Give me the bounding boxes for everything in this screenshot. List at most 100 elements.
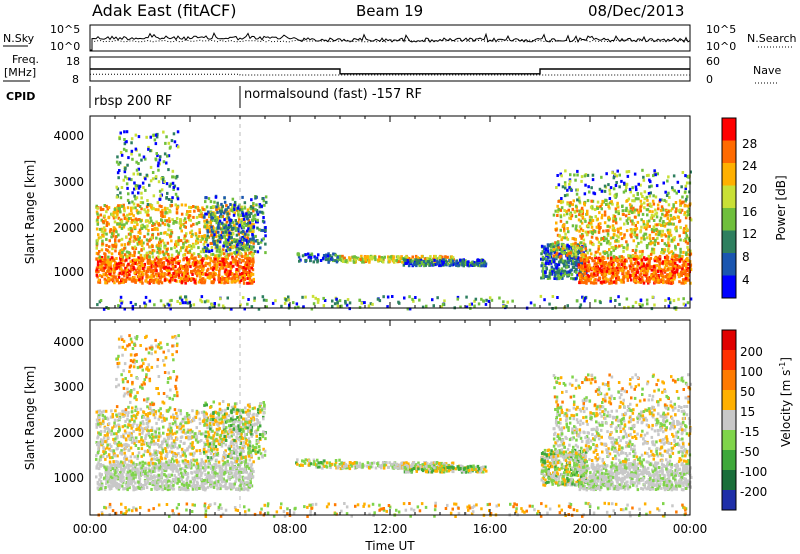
range-cell [103,228,107,232]
range-cell [634,224,637,227]
range-cell [543,245,546,249]
range-cell [101,242,104,246]
range-cell [678,280,681,284]
range-cell [148,220,151,224]
range-cell [231,227,234,231]
range-cell [632,228,635,232]
range-cell [602,260,605,264]
range-cell [254,234,257,238]
range-cell [373,255,377,259]
range-cell [682,268,686,272]
range-cell [201,272,205,276]
range-cell [211,230,214,234]
range-cell [149,216,152,220]
range-cell [594,274,598,278]
range-cell [556,204,559,208]
range-cell [148,265,151,269]
range-cell [220,480,224,484]
range-cell [148,299,152,303]
range-cell [594,281,598,285]
range-cell [667,247,670,251]
range-cell [145,219,148,223]
range-cell [235,208,239,212]
range-cell [646,236,649,240]
range-cell [416,256,420,260]
range-cell [574,244,578,248]
range-cell [181,265,185,269]
range-cell [227,238,230,242]
range-cell [245,271,248,275]
range-cell [598,187,602,191]
range-cell [678,208,682,212]
range-cell [629,233,632,237]
range-cell [150,276,153,280]
range-cell [255,209,259,212]
range-cell [645,174,649,177]
range-cell [684,281,687,285]
range-cell [103,277,107,281]
range-cell [130,178,133,182]
range-cell [248,221,252,225]
range-cell [212,205,216,209]
range-cell [672,174,676,178]
range-cell [666,278,669,282]
range-cell [583,243,587,247]
range-cell [145,272,148,276]
range-cell [569,187,573,191]
range-cell [563,181,567,185]
range-cell [588,190,591,194]
range-cell [139,254,143,258]
range-cell [244,224,247,227]
range-cell [639,278,642,282]
range-cell [664,234,668,238]
range-cell [235,250,238,254]
range-cell [606,256,610,260]
range-cell [145,205,149,209]
range-cell [619,226,622,230]
range-cell [600,175,603,179]
range-cell [627,270,630,274]
range-cell [112,232,115,236]
range-cell [182,258,185,262]
range-cell [422,260,425,263]
range-cell [159,280,162,283]
range-cell [213,242,216,246]
range-cell [634,248,638,252]
range-cell [603,271,606,275]
date-title: 08/Dec/2013 [588,2,684,20]
range-cell [178,279,182,283]
range-cell [136,262,139,266]
range-cell [115,230,118,234]
range-cell [183,224,186,228]
range-cell [664,280,668,284]
range-cell [643,201,646,205]
range-cell [659,268,662,271]
range-cell [107,206,111,210]
range-cell [105,224,109,227]
range-cell [246,208,250,212]
range-cell [684,303,687,307]
range-cell [684,270,687,274]
range-cell [165,182,169,186]
range-cell [173,246,176,249]
range-cell [565,252,568,255]
range-cell [128,277,131,281]
range-cell [148,183,151,187]
range-cell [641,252,644,256]
range-cell [218,256,221,260]
range-cell [598,277,601,280]
range-cell [458,258,462,262]
range-cell [577,263,580,267]
range-cell [433,254,436,258]
range-cell [217,223,220,227]
range-cell [641,267,645,271]
range-cell [628,211,631,214]
range-cell [578,229,581,233]
range-cell [109,272,112,276]
range-cell [124,280,127,283]
range-cell [99,235,103,239]
range-cell [146,253,149,257]
range-cell [242,271,245,275]
range-cell [446,262,450,266]
range-cell [422,264,426,268]
